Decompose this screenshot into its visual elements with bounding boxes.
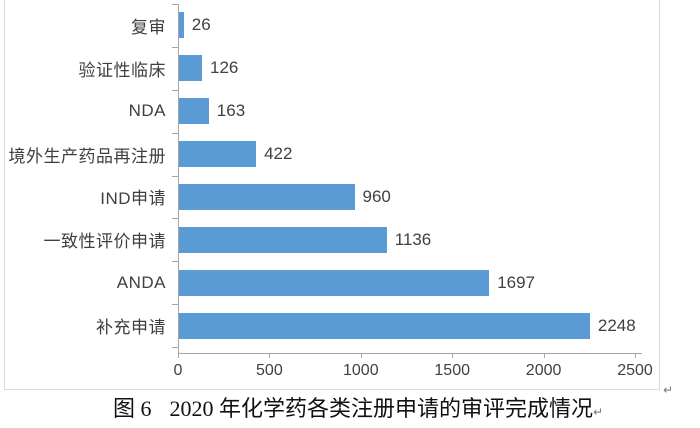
bar <box>179 55 202 82</box>
x-axis-tick <box>635 354 636 358</box>
bar-value-label: 2248 <box>597 315 636 335</box>
category-boundary-tick <box>172 46 178 48</box>
bar <box>179 226 387 253</box>
x-axis-tick <box>543 354 545 358</box>
chart-frame: 复审 验证性临床 NDA 境外生产药品再注册 IND申请 一致性评价申请 ANDA 补充申请 … <box>4 0 660 390</box>
bar <box>179 12 184 39</box>
bar <box>179 141 257 168</box>
category-boundary-tick <box>172 89 178 91</box>
category-label: 复审 <box>131 17 166 37</box>
category-label: 验证性临床 <box>78 60 166 80</box>
category-boundary-tick <box>172 132 178 134</box>
bar-value-label: 26 <box>191 15 211 35</box>
bar-value-label: 1697 <box>497 272 536 292</box>
bar-value-label: 1136 <box>394 229 432 249</box>
x-axis-tick-label: 2000 <box>525 362 562 379</box>
category-label: NDA <box>128 101 166 121</box>
category-label: 补充申请 <box>96 318 166 338</box>
bar-row: 1697 <box>179 261 636 304</box>
x-axis-line <box>178 353 642 354</box>
line-break-mark: ↵ <box>663 383 674 397</box>
bar-row: 26 <box>179 4 636 47</box>
bar <box>179 98 209 125</box>
bar-value-label: 126 <box>210 58 239 78</box>
bar-value-label: 960 <box>362 186 391 206</box>
figure-caption-text: 2020 年化学药各类注册申请的审评完成情况 <box>169 396 593 421</box>
bar <box>179 312 590 339</box>
category-boundary-tick <box>172 261 178 263</box>
x-axis-tick <box>360 354 362 358</box>
bar-row: 163 <box>179 90 636 133</box>
bar-value-label: 163 <box>216 101 246 121</box>
bar-row: 126 <box>179 47 636 90</box>
x-axis-tick <box>269 354 271 358</box>
bar-value-label: 422 <box>264 144 293 164</box>
bars-area: 26 126 163 422 960 1136 1697 2248 <box>179 4 636 347</box>
x-axis-tick-label: 0 <box>173 362 183 379</box>
figure-caption: 图 6 2020 年化学药各类注册申请的审评完成情况↵ <box>0 391 700 423</box>
paragraph-mark: ↵ <box>592 405 604 419</box>
x-axis-tick-label: 1000 <box>343 362 379 379</box>
category-label: IND申请 <box>100 189 166 209</box>
category-boundary-tick <box>172 347 178 348</box>
x-axis-tick-label: 1500 <box>434 362 470 379</box>
category-boundary-tick <box>172 304 178 306</box>
category-label: 一致性评价申请 <box>43 232 166 252</box>
category-boundary-tick <box>172 218 178 220</box>
bar <box>179 269 490 296</box>
figure-caption-number: 图 6 <box>112 396 152 421</box>
category-boundary-tick <box>172 4 178 5</box>
category-label: 境外生产药品再注册 <box>8 146 166 166</box>
category-boundary-tick <box>172 175 178 177</box>
x-axis-tick-label: 500 <box>256 362 283 379</box>
x-axis-tick-label: 2500 <box>617 362 653 379</box>
bar <box>179 183 355 210</box>
bar-row: 422 <box>179 133 636 176</box>
category-axis-labels: 复审验证性临床 NDA 境外生产药品再注册 IND申请一致性评价申请 ANDA 补充申请 <box>5 4 166 347</box>
bar-row: 2248 <box>179 304 636 347</box>
category-label: ANDA <box>116 272 166 292</box>
bar-row: 1136 <box>179 218 636 261</box>
bar-row: 960 <box>179 176 636 219</box>
x-axis-tick <box>178 354 179 358</box>
y-axis-line <box>178 4 179 354</box>
x-axis-tick <box>452 354 454 358</box>
